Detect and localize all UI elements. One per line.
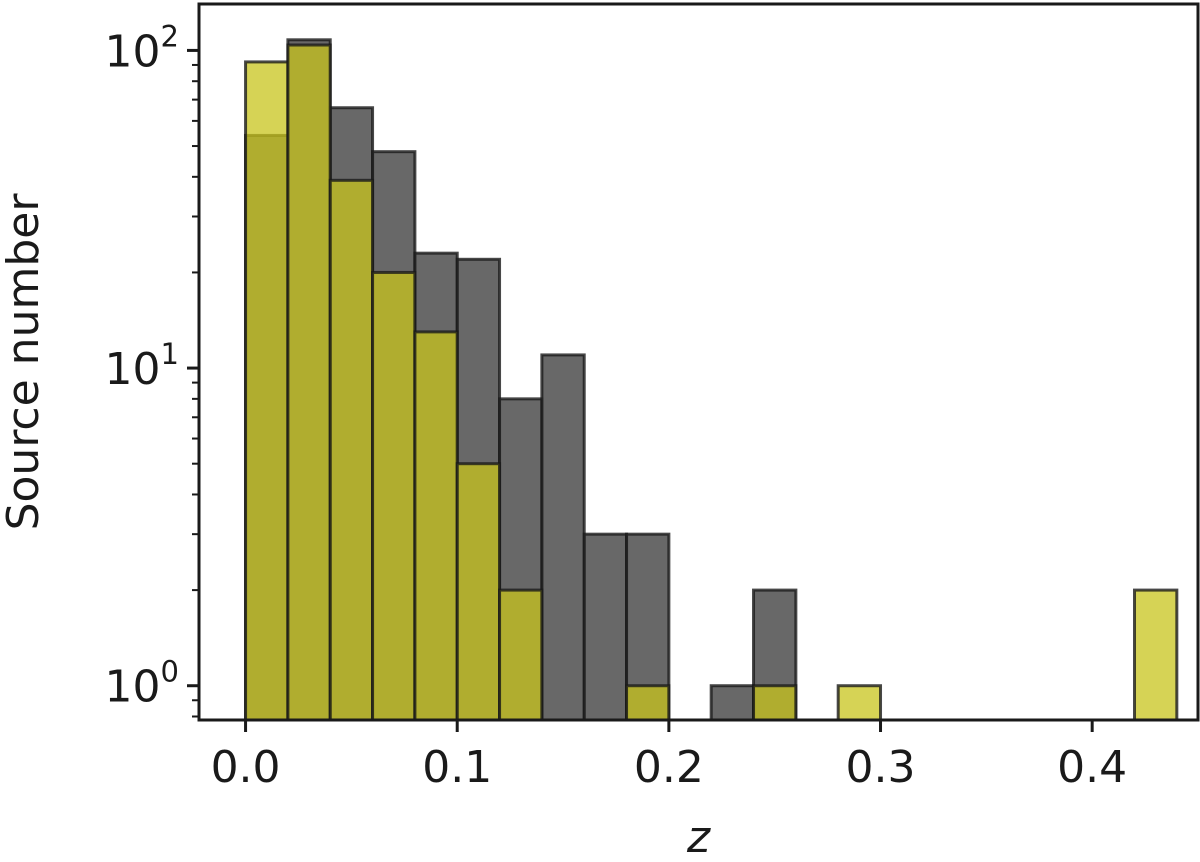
bar-series-0-bin-10 [709,684,756,722]
bar-series-1-bin-3 [371,270,417,722]
x-tick-label-4: 0.4 [1057,742,1127,793]
bar-series-1-bin-4 [413,330,459,722]
x-tick-label-3: 0.3 [846,742,916,793]
y-tick-label-0: 100 [105,655,179,713]
x-tick-label-0: 0.0 [211,742,281,793]
bar-series-0-bin-8 [582,532,629,722]
bar-series-1-bin-0 [244,60,290,722]
x-tick-label-1: 0.1 [422,742,492,793]
bar-series-1-bin-5 [455,462,502,722]
bar-series-1-bin-2 [328,178,375,722]
bar-series-1-bin-1 [286,43,332,722]
y-tick-label-1: 101 [105,337,179,395]
x-axis-label: z [686,812,711,862]
y-axis-label: Source number [0,193,49,531]
bar-series-1-bin-8 [752,684,798,722]
bar-series-1-bin-7 [625,684,671,722]
bar-series-1-bin-6 [498,588,544,722]
bars-layer [244,38,1179,722]
bar-series-1-bin-9 [836,684,883,722]
y-tick-label-2: 102 [105,19,179,77]
plot-frame [197,2,1200,722]
bar-series-0-bin-7 [540,353,586,722]
bar-series-1-bin-10 [1133,588,1179,722]
x-tick-label-2: 0.2 [634,742,704,793]
ticks-layer: 0.0 0.1 0.2 0.3 0.4 100 101 102 [105,19,1128,793]
